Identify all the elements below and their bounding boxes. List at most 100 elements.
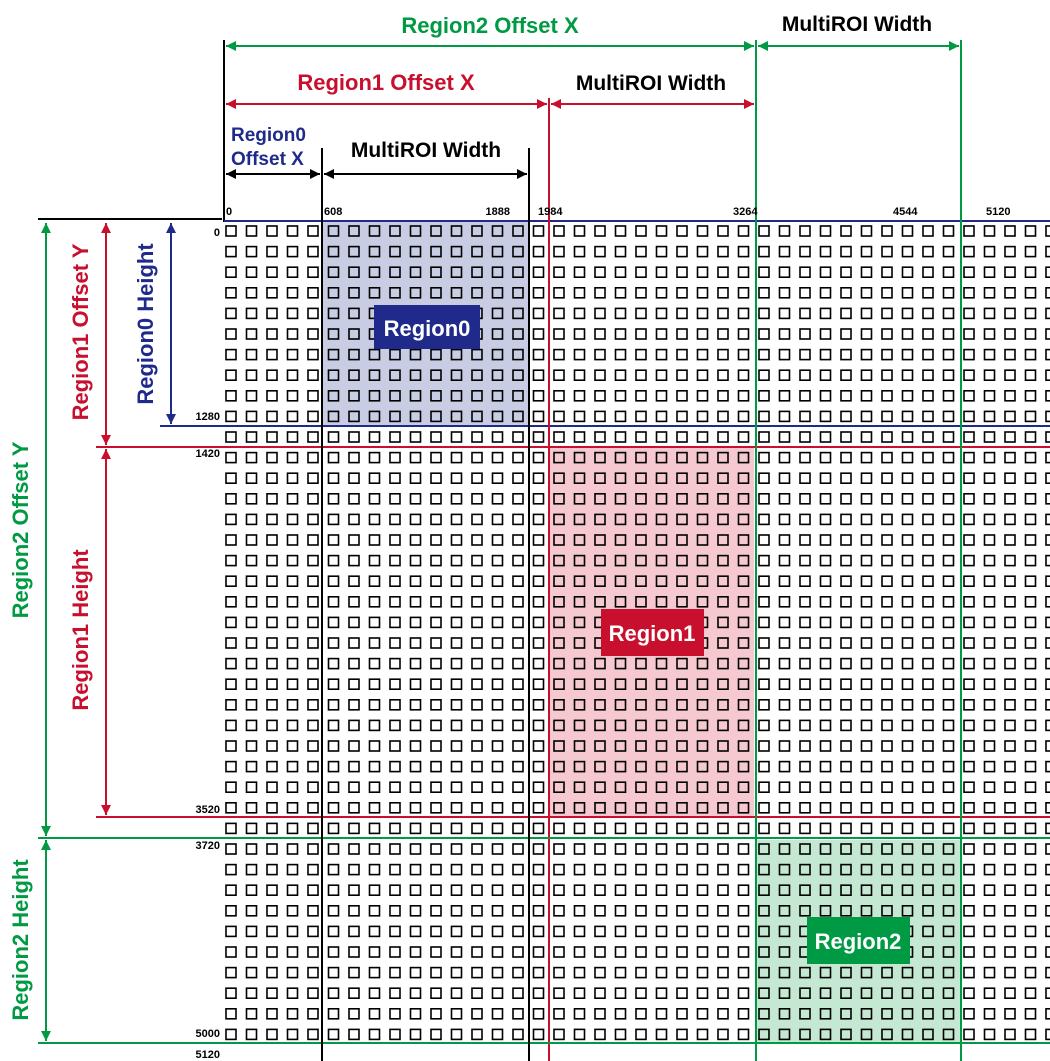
pixel-cell (225, 575, 237, 588)
pixel-cell (225, 966, 237, 979)
pixel-cell (799, 348, 811, 361)
pixel-cell (389, 492, 401, 505)
pixel-cell (799, 389, 811, 402)
pixel-cell (881, 760, 893, 773)
pixel-cell (430, 369, 442, 382)
region0-offset-x-arrow (226, 169, 320, 179)
pixel-cell (594, 1007, 606, 1020)
pixel-cell (778, 575, 791, 588)
pixel-cell (266, 616, 278, 629)
pixel-cell (327, 328, 340, 340)
pixel-cell (860, 843, 873, 855)
pixel-cell (245, 245, 258, 258)
pixel-cell (655, 245, 668, 258)
pixel-cell (778, 946, 791, 958)
pixel-cell (696, 369, 709, 382)
pixel-cell (840, 1028, 852, 1041)
pixel-cell (430, 245, 442, 258)
pixel-cell (389, 575, 401, 588)
pixel-cell (245, 554, 258, 567)
pixel-cell (901, 575, 914, 588)
pixel-cell (778, 266, 791, 279)
pixel-cell (512, 801, 524, 814)
pixel-cell (860, 369, 873, 382)
pixel-cell (881, 781, 893, 794)
pixel-cell (368, 801, 381, 814)
pixel-cell (799, 657, 811, 670)
pixel-cell (635, 472, 647, 485)
pixel-cell (348, 389, 360, 402)
pixel-cell (983, 266, 996, 279)
pixel-cell (963, 740, 975, 752)
pixel-cell (286, 863, 299, 876)
pixel-cell (491, 328, 504, 340)
pixel-cell (471, 554, 483, 567)
pixel-cell (983, 904, 996, 917)
pixel-cell (860, 595, 873, 608)
pixel-cell (799, 328, 811, 340)
pixel-cell (655, 904, 668, 917)
pixel-cell (778, 904, 791, 917)
pixel-cell (881, 513, 893, 526)
pixel-cell (307, 348, 319, 361)
pixel-cell (594, 554, 606, 567)
pixel-cell (758, 1028, 770, 1041)
pixel-cell (635, 389, 647, 402)
pixel-cell (758, 678, 770, 691)
pixel-cell (389, 719, 401, 732)
pixel-cell (348, 451, 360, 464)
pixel-cell (389, 678, 401, 691)
pixel-cell (368, 781, 381, 794)
pixel-cell (717, 328, 729, 340)
pixel-cell (532, 286, 545, 299)
pixel-cell (676, 698, 688, 711)
pixel-cell (368, 348, 381, 361)
pixel-cell (594, 534, 606, 546)
pixel-cell (819, 575, 832, 588)
pixel-cell (327, 801, 340, 814)
pixel-cell (778, 781, 791, 794)
pixel-cell (573, 904, 586, 917)
pixel-cell (983, 843, 996, 855)
pixel-cell (245, 657, 258, 670)
pixel-cell (696, 966, 709, 979)
pixel-cell (512, 987, 524, 1000)
pixel-cell (532, 698, 545, 711)
pixel-cell (266, 410, 278, 423)
pixel-cell (307, 698, 319, 711)
pixel-cell (389, 410, 401, 423)
pixel-cell (758, 348, 770, 361)
pixel-cell (348, 884, 360, 897)
pixel-cell (512, 904, 524, 917)
pixel-cell (860, 410, 873, 423)
pixel-cell (778, 698, 791, 711)
pixel-cell (881, 822, 893, 835)
pixel-cell (696, 884, 709, 897)
pixel-cell (819, 616, 832, 629)
pixel-cell (573, 1007, 586, 1020)
pixel-cell (245, 328, 258, 340)
pixel-cell (512, 657, 524, 670)
pixel-cell (430, 431, 442, 443)
pixel-cell (758, 843, 770, 855)
pixel-cell (573, 698, 586, 711)
pixel-cell (737, 472, 750, 485)
pixel-cell (430, 719, 442, 732)
pixel-cell (266, 637, 278, 649)
pixel-cell (368, 698, 381, 711)
pixel-cell (614, 348, 627, 361)
pixel-cell (594, 863, 606, 876)
pixel-cell (573, 554, 586, 567)
pixel-cell (532, 225, 545, 237)
pixel-cell (430, 884, 442, 897)
y-tick-label: 5120 (196, 1049, 220, 1061)
pixel-cell (594, 431, 606, 443)
pixel-cell (409, 657, 422, 670)
pixel-cell (614, 678, 627, 691)
pixel-cell (963, 492, 975, 505)
pixel-cell (266, 575, 278, 588)
pixel-cell (1004, 801, 1016, 814)
pixel-cell (860, 225, 873, 237)
pixel-cell (1024, 616, 1037, 629)
pixel-cell (430, 575, 442, 588)
